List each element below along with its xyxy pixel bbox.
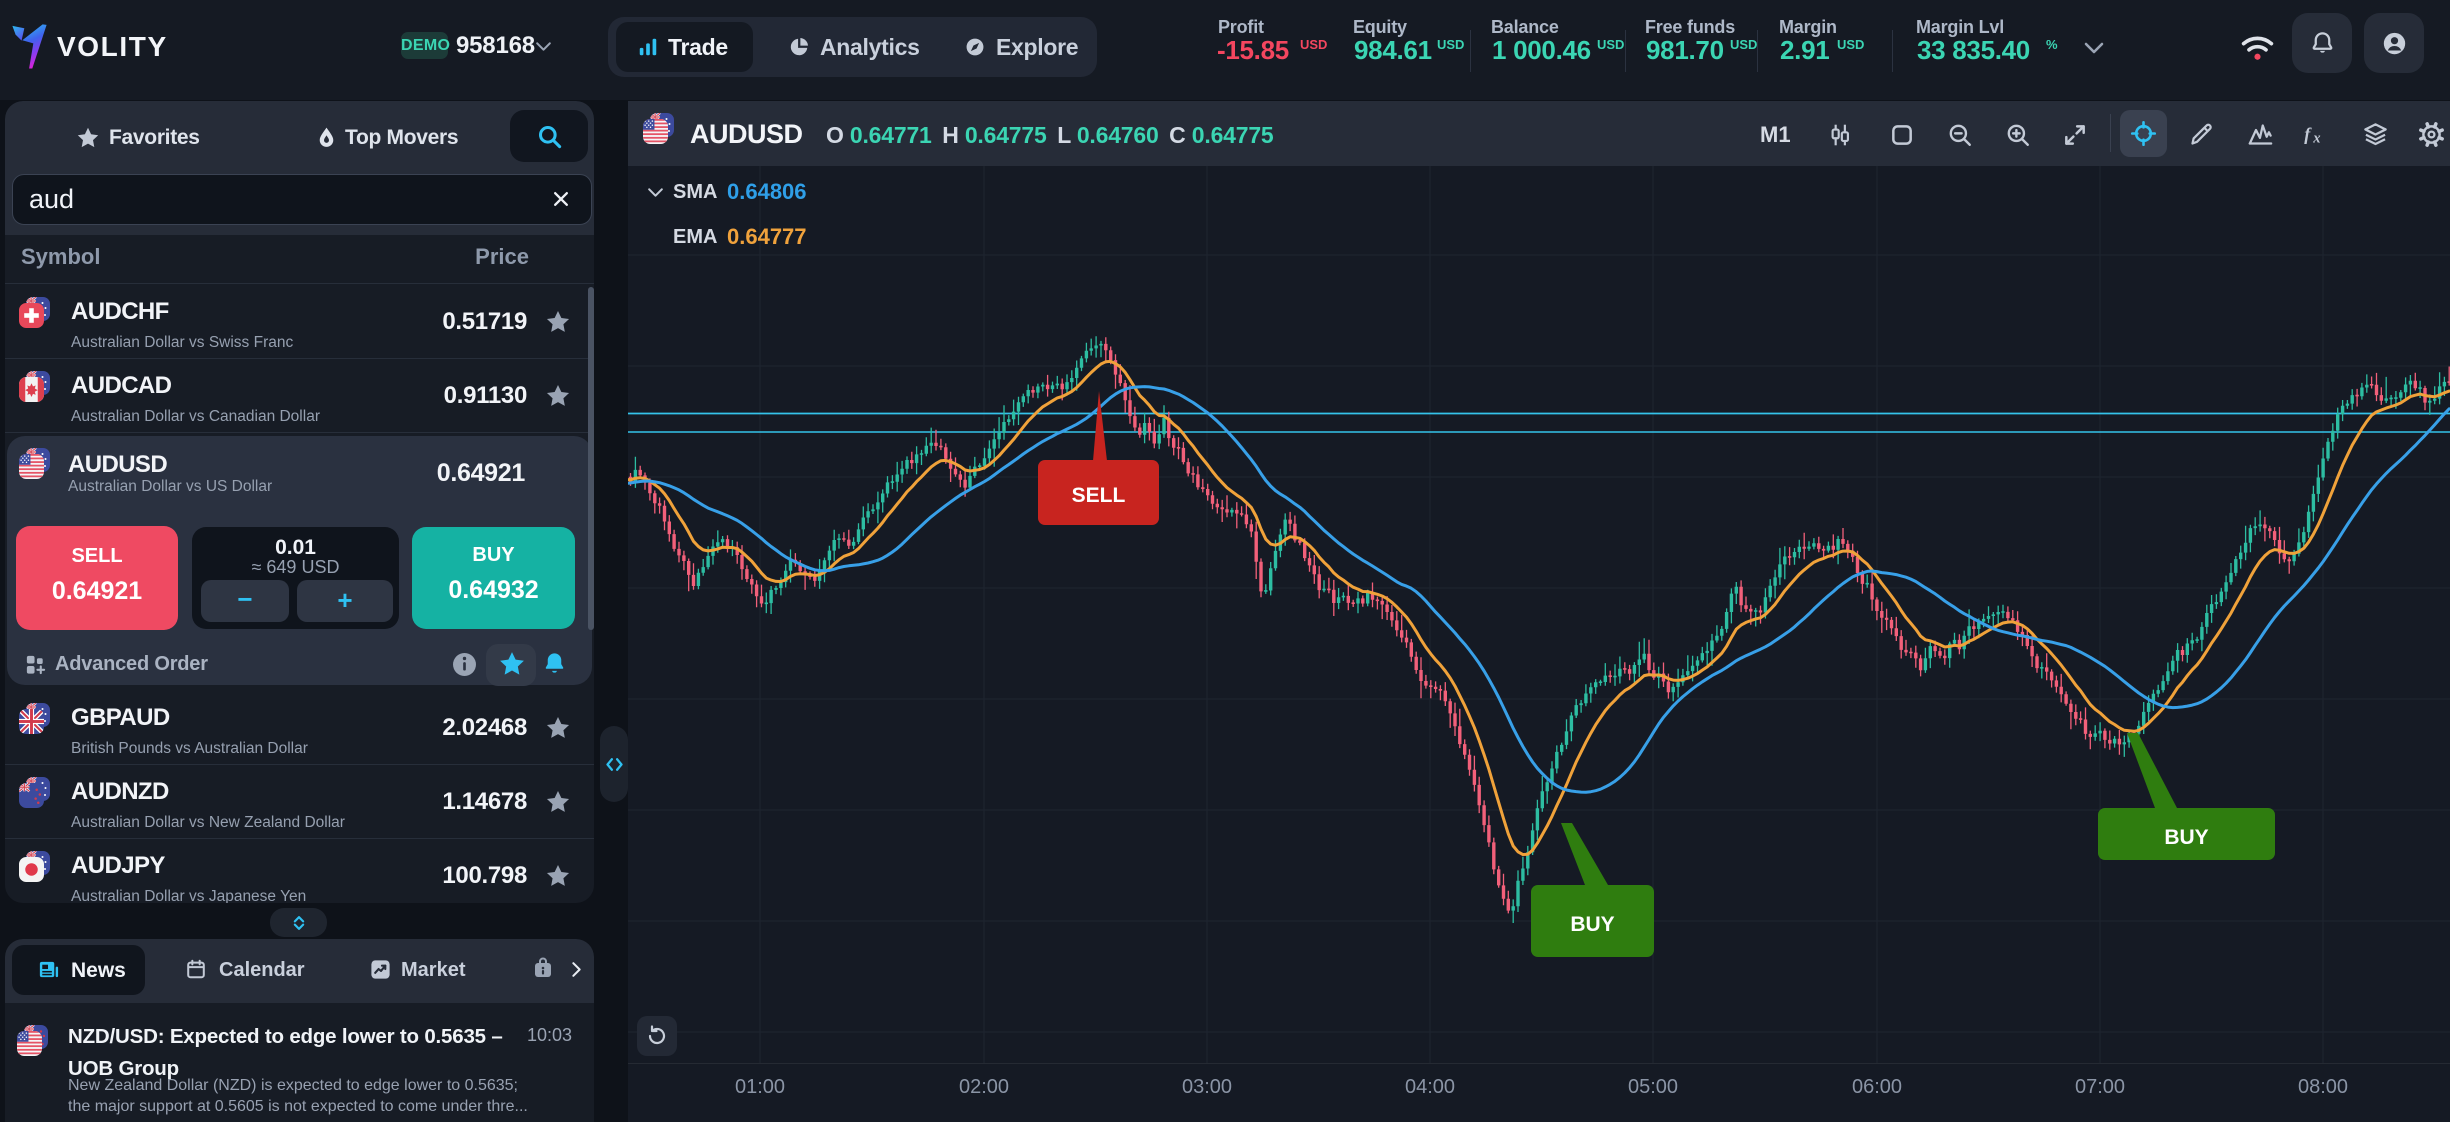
svg-text:BUY: BUY <box>1570 913 1614 936</box>
svg-text:SELL: SELL <box>1072 484 1126 507</box>
svg-text:f: f <box>2304 124 2312 144</box>
svg-text:BUY: BUY <box>2164 826 2208 849</box>
svg-text:x: x <box>2312 130 2320 146</box>
